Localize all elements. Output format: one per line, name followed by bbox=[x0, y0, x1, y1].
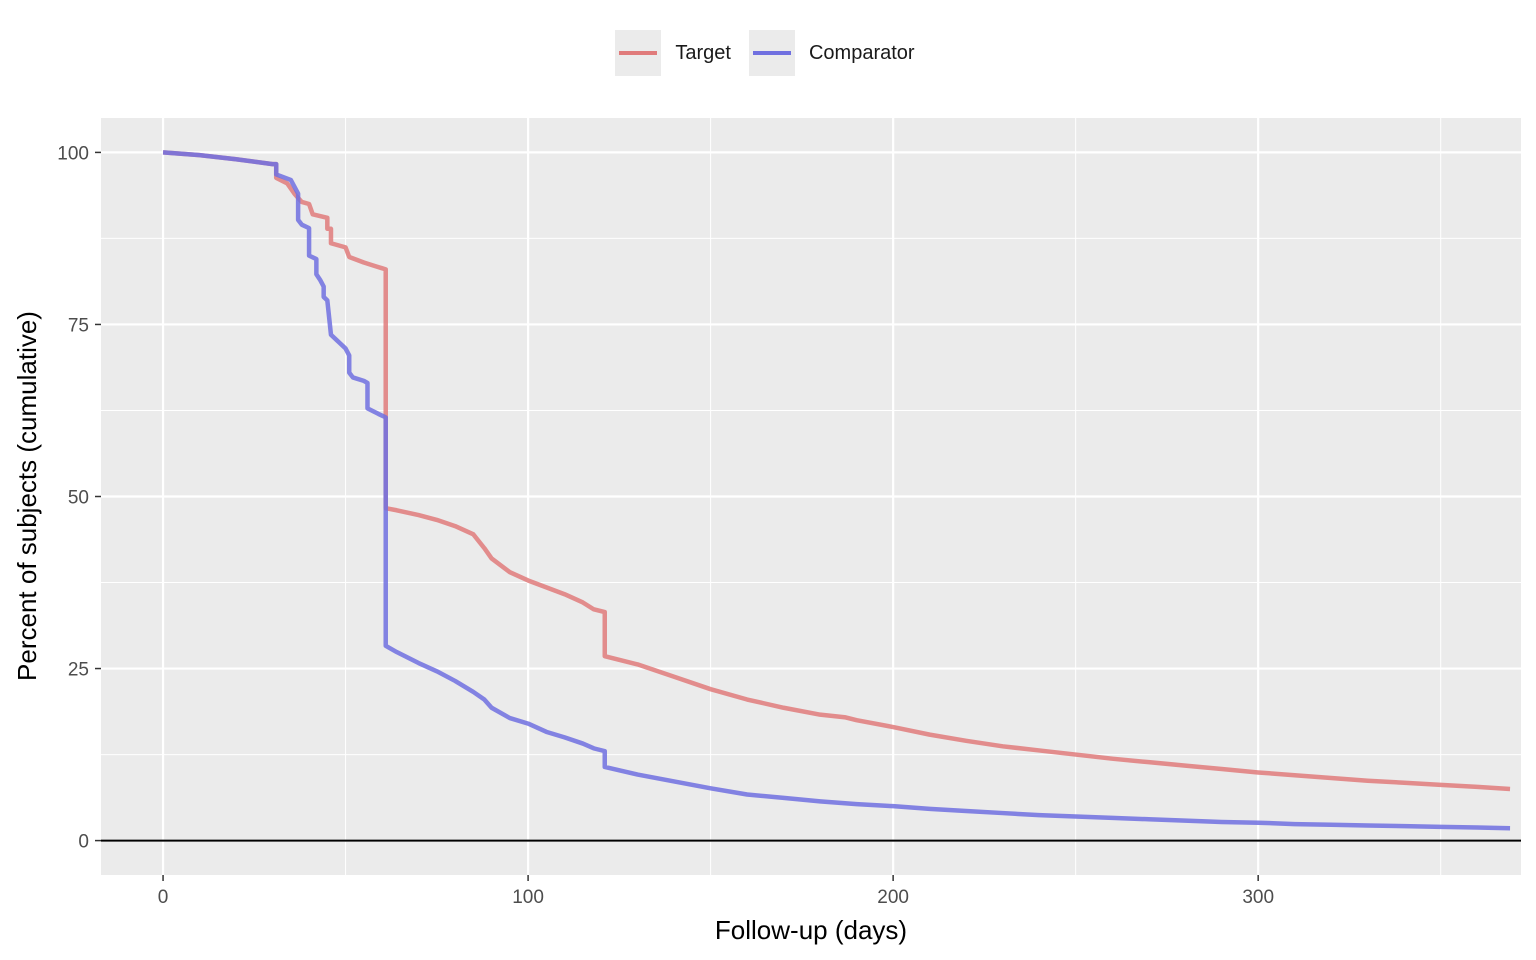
y-tick-label: 50 bbox=[68, 488, 89, 509]
y-tick-label: 100 bbox=[57, 143, 89, 164]
x-axis-title: Follow-up (days) bbox=[715, 915, 907, 945]
y-tick-label: 0 bbox=[78, 832, 89, 853]
series-layer bbox=[162, 150, 1511, 831]
series-line-target bbox=[162, 150, 1511, 792]
legend-key-target bbox=[615, 30, 662, 76]
x-tick-label: 0 bbox=[158, 887, 169, 908]
legend-label-comparator: Comparator bbox=[808, 41, 915, 64]
grid-major bbox=[101, 118, 1521, 875]
legend-label-target: Target bbox=[675, 41, 731, 64]
legend-item-comparator: Comparator bbox=[748, 30, 921, 76]
y-axis: 0 25 50 75 100 bbox=[57, 143, 101, 853]
y-tick-label: 25 bbox=[68, 660, 89, 681]
legend-swatch-comparator bbox=[752, 51, 791, 55]
legend-swatch-target bbox=[619, 51, 658, 55]
y-tick-label: 75 bbox=[68, 315, 89, 336]
series-line-comparator bbox=[162, 150, 1511, 831]
y-axis-title: Percent of subjects (cumulative) bbox=[12, 311, 42, 681]
legend-item-target: Target bbox=[615, 30, 737, 76]
legend-key-comparator bbox=[748, 30, 795, 76]
x-tick-label: 200 bbox=[877, 887, 909, 908]
x-tick-label: 100 bbox=[512, 887, 544, 908]
x-tick-label: 300 bbox=[1242, 887, 1274, 908]
x-axis: 0 100 200 300 bbox=[158, 875, 1274, 908]
legend: Target Comparator bbox=[0, 30, 1536, 76]
